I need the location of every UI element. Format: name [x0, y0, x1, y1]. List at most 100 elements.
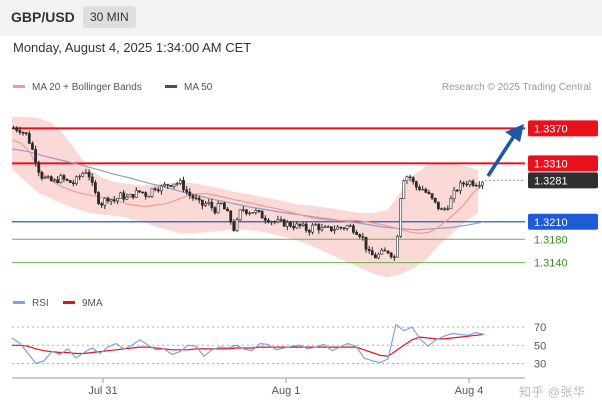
- candle-body: [399, 198, 403, 237]
- candle-body: [386, 250, 390, 254]
- osc-tick-50: 50: [534, 340, 546, 352]
- ma50-line: [11, 148, 485, 231]
- candle-body: [430, 193, 434, 199]
- forecast-arrow-head: [505, 124, 524, 142]
- candle-body: [56, 179, 60, 183]
- candle-body: [433, 197, 437, 203]
- candle-body: [182, 180, 185, 191]
- candle-body: [301, 223, 305, 226]
- last-price-label: 1.3281: [534, 175, 568, 187]
- candle-body: [248, 212, 251, 215]
- candle-body: [134, 190, 138, 198]
- candle-body: [455, 189, 459, 192]
- candle-body: [100, 203, 104, 206]
- osc-legend-swatch-0: [13, 301, 25, 304]
- candle-body: [396, 236, 399, 258]
- candle-body: [49, 176, 53, 182]
- candle-body: [71, 182, 75, 185]
- candle-body: [389, 252, 393, 258]
- candle-body: [254, 210, 258, 213]
- candle-body: [112, 199, 116, 202]
- candle-body: [84, 171, 88, 174]
- candle-body: [311, 224, 314, 233]
- candle-body: [345, 225, 349, 229]
- candle-body: [138, 190, 141, 193]
- candle-body: [62, 175, 66, 180]
- candle-body: [276, 219, 280, 223]
- candle-body: [238, 209, 242, 221]
- candle-body: [421, 188, 425, 191]
- osc-legend-swatch-1: [63, 301, 75, 304]
- candle-body: [87, 171, 91, 178]
- legend-swatch-0: [13, 85, 25, 88]
- rsi-line: [11, 323, 485, 365]
- candles: [12, 125, 484, 261]
- candle-body: [329, 226, 333, 231]
- candle-body: [440, 208, 443, 210]
- candle-body: [336, 226, 340, 230]
- candle-body: [53, 179, 56, 182]
- candle-body: [402, 180, 406, 199]
- candle-body: [481, 181, 484, 186]
- level-label-1.3180: 1.3180: [534, 234, 568, 246]
- candle-body: [358, 234, 362, 238]
- candle-body: [352, 225, 355, 233]
- candle-body: [326, 226, 330, 228]
- candle-body: [374, 254, 377, 259]
- candle-body: [436, 201, 440, 210]
- time-tick-label: Jul 31: [88, 385, 117, 397]
- candle-body: [257, 210, 261, 212]
- level-label-1.3370: 1.3370: [534, 123, 568, 135]
- candle-body: [141, 191, 144, 194]
- candle-body: [175, 183, 179, 185]
- candle-body: [178, 180, 182, 184]
- candle-body: [34, 149, 38, 163]
- candle-body: [106, 197, 110, 202]
- candle-body: [427, 192, 431, 194]
- osc-legend-label: 9MA: [82, 298, 103, 309]
- candle-body: [342, 227, 346, 230]
- candle-body: [216, 203, 220, 214]
- candle-body: [307, 230, 311, 233]
- candle-body: [191, 195, 195, 199]
- candle-body: [119, 192, 122, 199]
- level-label-1.3210: 1.3210: [534, 217, 568, 229]
- candle-body: [348, 225, 352, 227]
- candle-body: [185, 189, 189, 193]
- candle-body: [260, 211, 264, 219]
- candle-body: [27, 133, 31, 144]
- candle-body: [226, 208, 229, 212]
- candle-body: [364, 236, 368, 250]
- candle-body: [166, 184, 170, 186]
- candle-body: [298, 223, 302, 226]
- time-tick-label: Aug 1: [272, 385, 301, 397]
- candle-body: [380, 249, 384, 255]
- candle-body: [339, 226, 343, 229]
- candle-body: [156, 189, 160, 192]
- candle-body: [355, 232, 358, 235]
- candle-body: [424, 188, 428, 193]
- candle-body: [65, 178, 69, 181]
- candle-body: [43, 176, 47, 179]
- candle-body: [333, 229, 336, 231]
- candle-body: [323, 226, 327, 228]
- timeframe-button[interactable]: 30 MIN: [83, 6, 136, 28]
- chart-credit: Research © 2025 Trading Central: [442, 82, 591, 93]
- candle-body: [465, 183, 469, 186]
- candle-body: [285, 222, 289, 227]
- candle-body: [75, 176, 78, 185]
- candle-body: [270, 221, 274, 223]
- candle-body: [144, 192, 148, 197]
- candle-body: [103, 197, 107, 206]
- candle-body: [418, 186, 421, 190]
- candle-body: [21, 132, 25, 134]
- level-tag-1.3210: [528, 213, 598, 230]
- candle-body: [90, 176, 94, 183]
- level-label-1.3310: 1.3310: [534, 158, 568, 170]
- bollinger-band: [12, 116, 478, 278]
- candle-body: [24, 132, 28, 134]
- candle-body: [188, 191, 192, 196]
- candle-body: [414, 181, 418, 188]
- candle-body: [383, 249, 387, 252]
- candle-body: [172, 183, 176, 187]
